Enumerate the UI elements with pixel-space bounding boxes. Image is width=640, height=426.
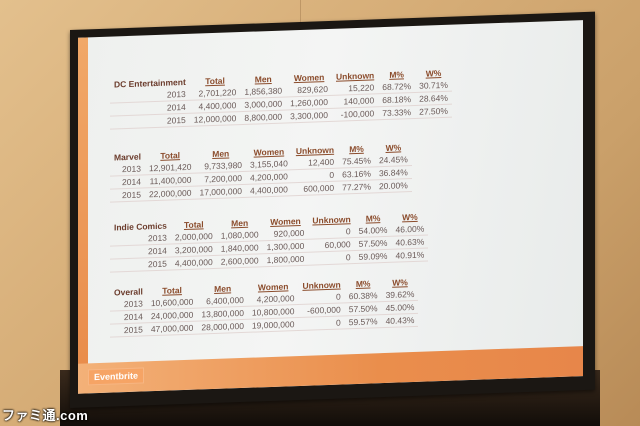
value-cell: 59.09% (354, 249, 392, 264)
value-cell: -100,000 (332, 106, 379, 122)
value-cell: 77.27% (338, 179, 375, 195)
value-cell: 17,000,000 (195, 184, 247, 200)
value-cell: 600,000 (291, 181, 339, 196)
slide-accent-bar (78, 37, 88, 394)
slide-footer-bar: Eventbrite (78, 346, 583, 394)
value-cell: 22,000,000 (144, 186, 196, 201)
eventbrite-logo: Eventbrite (88, 367, 145, 386)
value-cell: 0 (308, 250, 355, 266)
year-cell: 2014 (110, 174, 145, 190)
value-cell: 59.57% (344, 314, 382, 329)
projector-screen: DC Entertainment Total Men Women Unknown M% W%… (70, 11, 595, 409)
value-cell: 28.64% (415, 91, 452, 106)
data-table: DC Entertainment Total Men Women Unknown M% W%… (110, 67, 452, 130)
value-cell: 27.50% (415, 104, 452, 119)
value-cell: 19,000,000 (247, 317, 299, 333)
watermark: ファミ通.com (2, 408, 89, 423)
value-cell: 36.84% (374, 165, 412, 180)
data-table: Indie Comics Total Men Women Unknown M% W% 2013… (110, 210, 429, 273)
year-cell: 2015 (110, 256, 171, 273)
value-cell: 0 (298, 315, 345, 331)
year-cell: 2013 (110, 162, 145, 177)
value-cell: 20.00% (374, 178, 412, 193)
value-cell: 68.18% (378, 92, 416, 107)
year-cell: 2014 (110, 309, 147, 325)
value-cell: 63.16% (338, 166, 375, 182)
value-cell: 40.63% (391, 234, 429, 250)
value-cell: 73.33% (378, 105, 416, 120)
presentation-slide: DC Entertainment Total Men Women Unknown M% W%… (78, 20, 583, 394)
year-cell: 2015 (110, 322, 147, 338)
year-cell: 2015 (110, 113, 190, 130)
value-cell: 12,000,000 (189, 111, 241, 127)
section-indie-comics: Indie Comics Total Men Women Unknown M% W% 2013… (110, 206, 553, 273)
value-cell: 40.43% (381, 313, 419, 328)
value-cell: 47,000,000 (146, 321, 198, 336)
data-table: Marvel Total Men Women Unknown M% W% 2013 12,901… (110, 141, 412, 203)
value-cell: 4,400,000 (170, 255, 217, 270)
data-table: Overall Total Men Women Unknown M% W% 2013 10,60… (110, 276, 419, 338)
year-cell: 2015 (110, 187, 145, 203)
value-cell: 4,400,000 (246, 182, 292, 198)
section-dc-entertainment: DC Entertainment Total Men Women Unknown M% W%… (110, 63, 553, 130)
value-cell: 2,600,000 (216, 253, 263, 269)
value-cell: 57.50% (344, 301, 382, 316)
section-overall: Overall Total Men Women Unknown M% W% 2013 10,60… (110, 271, 553, 338)
value-cell: 57.50% (354, 236, 392, 251)
value-cell: 1,800,000 (262, 252, 309, 267)
value-cell: 8,800,000 (240, 109, 287, 125)
value-cell: 28,000,000 (197, 319, 248, 335)
value-cell: 40.91% (391, 247, 429, 263)
section-marvel: Marvel Total Men Women Unknown M% W% 2013 12,901… (110, 136, 553, 203)
value-cell: 45.00% (381, 300, 419, 315)
value-cell: 3,300,000 (286, 108, 332, 123)
